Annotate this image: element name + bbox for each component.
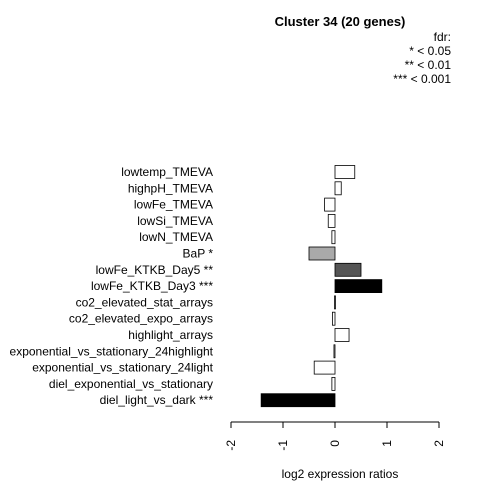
legend-entry: * < 0.05 <box>409 44 451 58</box>
bar <box>334 295 336 310</box>
category-label: lowFe_TMEVA <box>134 198 213 212</box>
category-labels: lowtemp_TMEVA highpH_TMEVA lowFe_TMEVA lowS… <box>10 165 214 407</box>
legend-entry: *** < 0.001 <box>393 72 451 86</box>
category-label: exponential_vs_stationary_24light <box>32 361 213 375</box>
bar <box>260 393 336 408</box>
bar <box>334 165 356 179</box>
bar <box>331 311 336 326</box>
legend-entry: ** < 0.01 <box>405 58 452 72</box>
bar <box>334 328 350 342</box>
bars-group <box>260 165 383 408</box>
category-label: diel_light_vs_dark *** <box>100 393 214 407</box>
category-label: BaP * <box>183 247 214 261</box>
x-tick-label: 1 <box>380 440 394 447</box>
bar <box>331 230 336 245</box>
x-axis-label: log2 expression ratios <box>282 467 399 481</box>
bar <box>334 279 383 294</box>
x-tick-label: 0 <box>328 440 342 447</box>
category-label: co2_elevated_stat_arrays <box>76 295 213 309</box>
category-label: diel_exponential_vs_stationary <box>49 377 213 391</box>
legend-title: fdr: <box>434 30 451 44</box>
category-label: lowtemp_TMEVA <box>121 165 213 179</box>
bar <box>324 197 336 212</box>
bar <box>334 181 342 196</box>
x-tick-label: -2 <box>224 440 238 451</box>
chart-title: Cluster 34 (20 genes) <box>275 14 406 29</box>
category-label: highpH_TMEVA <box>128 181 213 195</box>
x-axis: -2 -1 0 1 2 <box>224 421 446 451</box>
bar <box>308 246 336 261</box>
category-label: highlight_arrays <box>128 328 213 342</box>
bar <box>334 262 362 277</box>
category-label: lowFe_KTKB_Day3 *** <box>91 279 213 293</box>
x-tick-label: 2 <box>432 440 446 447</box>
bar <box>313 360 336 375</box>
category-label: lowN_TMEVA <box>139 230 213 244</box>
category-label: co2_elevated_expo_arrays <box>69 312 213 326</box>
bar <box>333 344 336 359</box>
bar <box>327 213 336 228</box>
category-label: lowFe_KTKB_Day5 ** <box>96 263 214 277</box>
bar <box>331 376 336 391</box>
category-label: lowSi_TMEVA <box>137 214 213 228</box>
x-tick-label: -1 <box>276 440 290 451</box>
category-label: exponential_vs_stationary_24highlight <box>10 344 214 358</box>
legend: * < 0.05** < 0.01*** < 0.001 <box>393 44 451 86</box>
